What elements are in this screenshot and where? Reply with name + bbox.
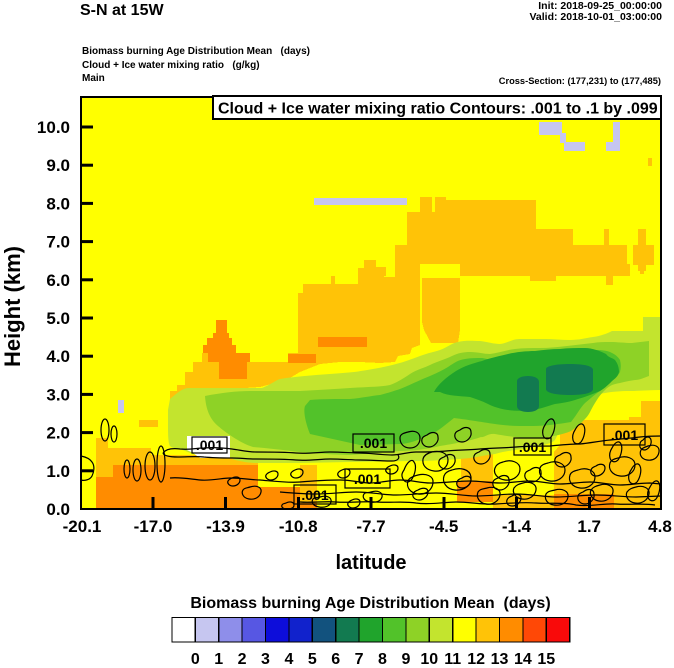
svg-text:1: 1 (214, 651, 223, 668)
svg-text:-4.5: -4.5 (429, 517, 458, 536)
svg-text:.001: .001 (301, 487, 328, 503)
svg-text:8: 8 (378, 651, 387, 668)
svg-text:2: 2 (238, 651, 247, 668)
svg-text:7.0: 7.0 (46, 233, 70, 252)
svg-text:.001: .001 (611, 427, 638, 443)
svg-text:4.0: 4.0 (46, 347, 70, 366)
svg-text:10: 10 (420, 651, 438, 668)
svg-text:.001: .001 (519, 439, 546, 455)
svg-text:0.0: 0.0 (46, 500, 70, 519)
svg-text:0: 0 (191, 651, 200, 668)
svg-text:5: 5 (308, 651, 317, 668)
svg-text:-13.9: -13.9 (206, 517, 245, 536)
svg-text:1.7: 1.7 (577, 517, 601, 536)
svg-text:15: 15 (537, 651, 555, 668)
svg-text:6: 6 (331, 651, 340, 668)
svg-text:4: 4 (284, 651, 293, 668)
svg-text:2.0: 2.0 (46, 424, 70, 443)
svg-text:9: 9 (401, 651, 410, 668)
svg-text:12: 12 (467, 651, 485, 668)
svg-text:-10.8: -10.8 (279, 517, 318, 536)
svg-text:10.0: 10.0 (37, 118, 70, 137)
svg-text:6.0: 6.0 (46, 271, 70, 290)
svg-text:1.0: 1.0 (46, 462, 70, 481)
svg-text:.001: .001 (354, 471, 381, 487)
svg-text:.001: .001 (196, 437, 223, 453)
svg-text:8.0: 8.0 (46, 194, 70, 213)
svg-text:14: 14 (514, 651, 532, 668)
svg-text:3: 3 (261, 651, 270, 668)
svg-text:.001: .001 (360, 435, 387, 451)
svg-text:9.0: 9.0 (46, 156, 70, 175)
svg-text:7: 7 (355, 651, 364, 668)
svg-text:-17.0: -17.0 (134, 517, 173, 536)
svg-text:Cloud + Ice water mixing ratio: Cloud + Ice water mixing ratio Contours:… (218, 101, 658, 118)
svg-text:5.0: 5.0 (46, 309, 70, 328)
svg-text:-20.1: -20.1 (63, 517, 102, 536)
svg-text:-7.7: -7.7 (356, 517, 385, 536)
svg-text:13: 13 (491, 651, 509, 668)
svg-text:11: 11 (444, 651, 461, 668)
svg-text:3.0: 3.0 (46, 385, 70, 404)
svg-text:4.8: 4.8 (648, 517, 672, 536)
svg-text:-1.4: -1.4 (502, 517, 532, 536)
